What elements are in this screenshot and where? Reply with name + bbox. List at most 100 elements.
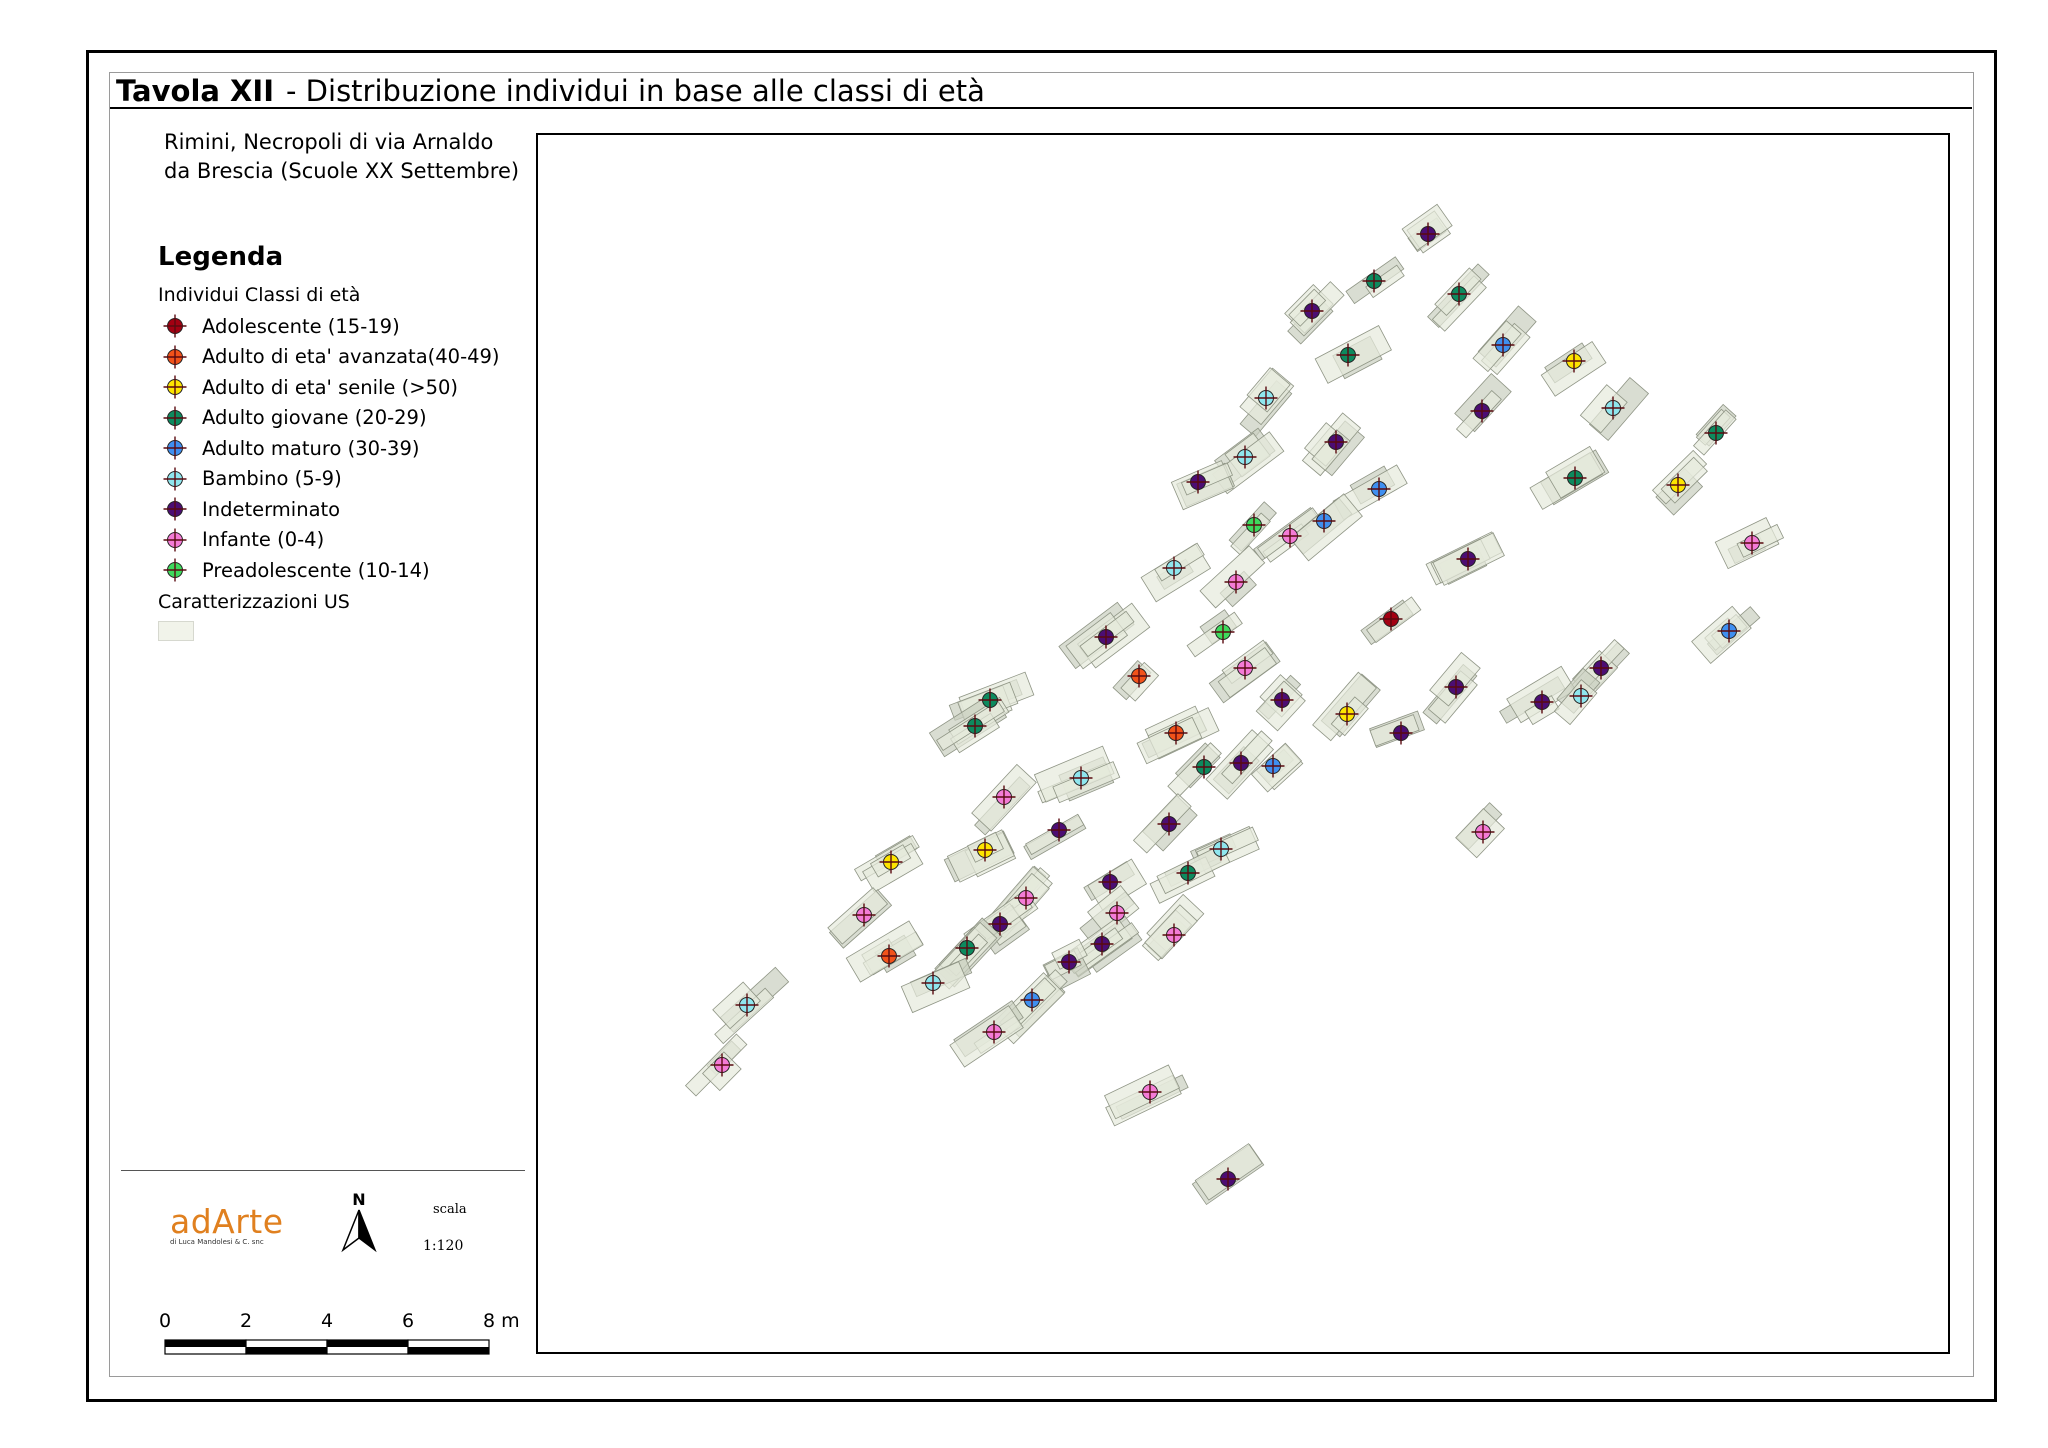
legend-label: Preadolescente (10-14) (202, 558, 430, 582)
individual-giovane[interactable] (1192, 755, 1216, 779)
individual-senile[interactable] (973, 838, 997, 862)
individual-indeterminato[interactable] (1057, 950, 1081, 974)
individual-avanzata[interactable] (1127, 664, 1151, 688)
individual-bambino[interactable] (1162, 556, 1186, 580)
individual-giovane[interactable] (955, 936, 979, 960)
map-frame[interactable] (536, 133, 1950, 1354)
individual-indeterminato[interactable] (1324, 430, 1348, 454)
individual-bambino[interactable] (1569, 684, 1593, 708)
individual-bambino[interactable] (1254, 386, 1278, 410)
individual-adolescente[interactable] (1379, 607, 1403, 631)
scalebar-fill (408, 1347, 489, 1354)
individual-indeterminato[interactable] (1389, 721, 1413, 745)
individual-bambino[interactable] (1233, 445, 1257, 469)
individual-indeterminato[interactable] (1157, 812, 1181, 836)
individual-indeterminato[interactable] (1094, 625, 1118, 649)
individual-infante[interactable] (992, 785, 1016, 809)
individual-giovane[interactable] (1176, 861, 1200, 885)
legend-us-swatch (158, 621, 194, 641)
legend-symbol (163, 436, 187, 460)
individual-indeterminato[interactable] (1098, 870, 1122, 894)
map-canvas[interactable] (538, 135, 1950, 1354)
individual-infante[interactable] (1740, 531, 1764, 555)
individual-maturo[interactable] (1717, 619, 1741, 643)
inner-frame (109, 72, 1974, 1377)
legend-symbol (163, 467, 187, 491)
individual-infante[interactable] (1278, 524, 1302, 548)
individual-preadolescente[interactable] (1242, 513, 1266, 537)
legend-item-giovane: Adulto giovane (20-29) (160, 403, 500, 434)
individual-bambino[interactable] (1209, 837, 1233, 861)
individual-indeterminato[interactable] (988, 912, 1012, 936)
individual-indeterminato[interactable] (1456, 547, 1480, 571)
legend-symbol (163, 406, 187, 430)
legend-label: Infante (0-4) (202, 528, 325, 552)
individual-maturo[interactable] (1367, 477, 1391, 501)
scalebar-fill (165, 1340, 246, 1347)
individual-indeterminato[interactable] (1186, 470, 1210, 494)
individual-infante[interactable] (1162, 923, 1186, 947)
individual-indeterminato[interactable] (1589, 656, 1613, 680)
individual-senile[interactable] (1335, 702, 1359, 726)
individual-infante[interactable] (710, 1053, 734, 1077)
us-layer (684, 203, 1785, 1206)
individual-indeterminato[interactable] (1229, 751, 1253, 775)
individual-maturo[interactable] (1020, 988, 1044, 1012)
individual-giovane[interactable] (1336, 343, 1360, 367)
north-label: N (352, 1190, 365, 1209)
legend-label: Indeterminato (202, 497, 341, 521)
individual-indeterminato[interactable] (1047, 818, 1071, 842)
individual-infante[interactable] (1224, 570, 1248, 594)
individual-giovane[interactable] (1447, 282, 1471, 306)
individual-indeterminato[interactable] (1470, 399, 1494, 423)
individual-indeterminato[interactable] (1270, 688, 1294, 712)
logo-name: adArte (170, 1202, 284, 1241)
individual-senile[interactable] (879, 850, 903, 874)
individual-infante[interactable] (852, 903, 876, 927)
individual-giovane[interactable] (1563, 466, 1587, 490)
individual-senile[interactable] (1562, 349, 1586, 373)
individual-indeterminato[interactable] (1300, 299, 1324, 323)
individual-indeterminato[interactable] (1444, 675, 1468, 699)
legend-symbol (163, 314, 187, 338)
individual-giovane[interactable] (978, 688, 1002, 712)
scale-bar: 0 2 4 6 8 m (159, 1310, 520, 1355)
individual-maturo[interactable] (1261, 754, 1285, 778)
individual-bambino[interactable] (1601, 396, 1625, 420)
individual-bambino[interactable] (1069, 766, 1093, 790)
legend-item-bambino: Bambino (5-9) (160, 464, 500, 495)
individual-infante[interactable] (1105, 901, 1129, 925)
individual-infante[interactable] (1233, 656, 1257, 680)
individual-infante[interactable] (1471, 820, 1495, 844)
individual-infante[interactable] (982, 1020, 1006, 1044)
individual-indeterminato[interactable] (1530, 690, 1554, 714)
title-rest: - Distribuzione individui in base alle c… (286, 74, 985, 108)
individual-giovane[interactable] (1704, 421, 1728, 445)
legend-label: Adolescente (15-19) (202, 314, 400, 338)
individual-maturo[interactable] (1312, 509, 1336, 533)
individual-maturo[interactable] (1491, 333, 1515, 357)
outer-frame (86, 50, 1997, 1402)
individual-giovane[interactable] (1362, 269, 1386, 293)
legend-item-infante: Infante (0-4) (160, 525, 500, 556)
individual-indeterminato[interactable] (1216, 1167, 1240, 1191)
legend-item-adolescente: Adolescente (15-19) (160, 311, 500, 342)
individual-bambino[interactable] (921, 971, 945, 995)
individual-indeterminato[interactable] (1090, 932, 1114, 956)
legend-us-label: Caratterizzazioni US (158, 591, 350, 613)
individual-preadolescente[interactable] (1211, 620, 1235, 644)
separator-line (121, 1170, 525, 1171)
legend-item-maturo: Adulto maturo (30-39) (160, 433, 500, 464)
title-bold: Tavola XII (116, 74, 274, 108)
individual-bambino[interactable] (735, 993, 759, 1017)
individual-avanzata[interactable] (877, 944, 901, 968)
individual-giovane[interactable] (963, 714, 987, 738)
individual-infante[interactable] (1138, 1080, 1162, 1104)
scalebar-tick-label: 6 (402, 1310, 414, 1332)
legend-symbol (163, 375, 187, 399)
individual-infante[interactable] (1014, 886, 1038, 910)
legend-symbol (163, 345, 187, 369)
individual-indeterminato[interactable] (1416, 222, 1440, 246)
individual-senile[interactable] (1666, 473, 1690, 497)
individual-avanzata[interactable] (1164, 721, 1188, 745)
